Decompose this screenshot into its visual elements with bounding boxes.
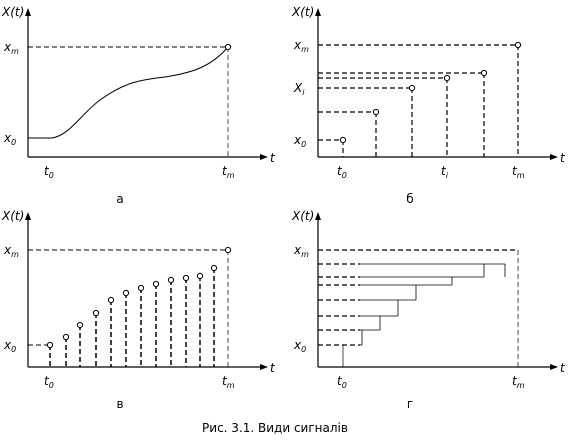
sample-point [514,41,522,49]
axis-mark-label: x0 [3,131,16,147]
arrow [25,212,31,220]
axis-mark-label: x0 [293,133,306,149]
y-axis-label: X(t) [291,5,314,19]
label-base: x [3,243,12,257]
sample-point [339,136,347,144]
axis-mark-label: tm [512,374,525,390]
sample-point [210,264,218,272]
sample-point [137,284,145,292]
sample-point [480,69,488,77]
x-axis-label: t [560,361,566,375]
label-subscript: 0 [342,171,347,180]
sample-point [443,74,451,82]
label-base: t [512,374,518,388]
arrow [25,8,31,16]
axis-mark-label: ti [441,164,449,180]
panel-label: а [116,192,123,206]
y-axis-label: X(t) [291,209,314,223]
label-subscript: 0 [342,381,347,390]
sample-point [46,341,54,349]
axis-mark-label: xm [3,243,19,259]
label-subscript: m [11,47,19,56]
axis-mark-label: tm [222,164,235,180]
panel-label: б [406,192,413,206]
sample-point [152,280,160,288]
arrow [550,154,558,160]
sample-point [196,272,204,280]
label-base: t [512,164,518,178]
axis-mark-label: xm [293,38,309,54]
sample-point [224,246,232,254]
label-base: t [337,164,343,178]
arrow [260,364,268,370]
y-axis-label: X(t) [1,5,24,19]
label-base: x [293,243,302,257]
panel-label: в [116,397,123,411]
axis-mark-label: xm [3,40,19,56]
axis-mark-label: Xi [293,81,305,97]
label-subscript: m [227,381,235,390]
sample-point [372,108,380,116]
label-subscript: m [301,45,309,54]
label-base: t [222,164,228,178]
arrow [315,212,321,220]
label-base: x [3,40,12,54]
axis-mark-label: t0 [44,374,54,390]
panel-label: г [407,397,413,411]
label-base: x [293,38,302,52]
label-subscript: 0 [49,171,54,180]
label-base: t [441,164,447,178]
label-subscript: m [301,250,309,259]
axis-mark-label: t0 [337,374,347,390]
axis-mark-label: xm [293,243,309,259]
sample-point [92,309,100,317]
sample-point [107,296,115,304]
label-base: x [293,133,302,147]
label-base: t [222,374,228,388]
label-subscript: m [517,381,525,390]
label-subscript: 0 [11,138,16,147]
x-axis-label: t [560,151,566,165]
arrow [315,8,321,16]
label-base: x [293,338,302,352]
sample-point [408,84,416,92]
signal-curve [28,46,229,139]
label-subscript: i [302,88,305,97]
label-base: t [337,374,343,388]
arrow [550,364,558,370]
sample-point [182,274,190,282]
label-subscript: 0 [301,345,306,354]
arrow [260,154,268,160]
x-axis-label: t [270,361,276,375]
axis-mark-label: x0 [3,338,16,354]
axis-mark-label: tm [512,164,525,180]
label-subscript: 0 [301,140,306,149]
label-base: t [44,374,50,388]
axis-mark-label: t0 [337,164,347,180]
axis-mark-label: x0 [293,338,306,354]
x-axis-label: t [270,151,276,165]
y-axis-label: X(t) [1,209,24,223]
sample-point [76,321,84,329]
axis-mark-label: t0 [44,164,54,180]
label-base: X [293,81,303,95]
label-subscript: m [227,171,235,180]
caption: Рис. 3.1. Види сигналів [202,421,348,435]
sample-point [167,276,175,284]
sample-point [122,289,130,297]
label-base: x [3,131,12,145]
label-subscript: m [11,250,19,259]
label-subscript: 0 [49,381,54,390]
sample-point [62,333,70,341]
label-base: x [3,338,12,352]
sample-point [224,43,232,51]
label-subscript: i [446,171,449,180]
label-base: t [44,164,50,178]
label-subscript: 0 [11,345,16,354]
axis-mark-label: tm [222,374,235,390]
label-subscript: m [517,171,525,180]
